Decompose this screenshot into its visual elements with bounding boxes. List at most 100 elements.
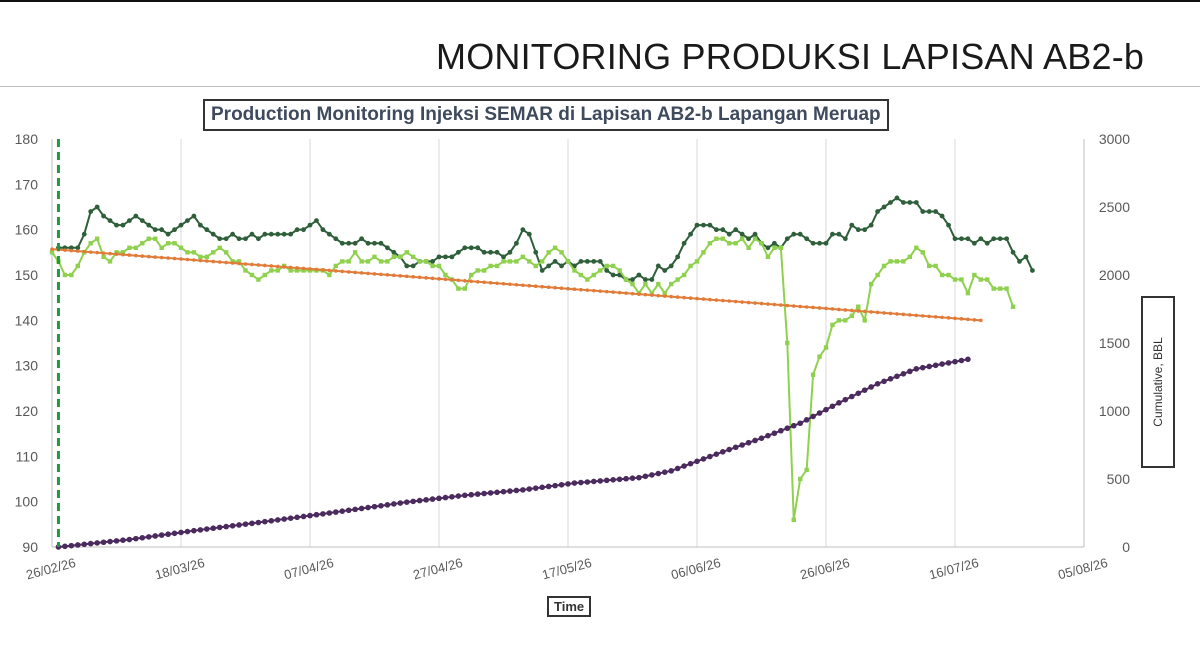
- series-2-point: [379, 272, 383, 277]
- series-2-point: [282, 265, 287, 269]
- series-1-point: [1004, 286, 1009, 291]
- series-2-point: [598, 289, 603, 293]
- series-1-point: [591, 272, 596, 278]
- series-0-point: [146, 222, 152, 228]
- series-0-point: [539, 268, 545, 273]
- y2-tick-label: 2500: [1099, 199, 1130, 215]
- series-3-point: [868, 384, 874, 390]
- series-2-point: [772, 302, 777, 307]
- series-2-point: [824, 306, 828, 311]
- series-0-point: [507, 249, 513, 255]
- series-1-point: [301, 268, 306, 273]
- series-2-point: [359, 271, 364, 275]
- series-3-point: [120, 537, 126, 543]
- series-1-point: [610, 263, 616, 269]
- series-0-point: [939, 213, 945, 219]
- series-3-point: [333, 509, 339, 515]
- series-2-point: [920, 314, 925, 318]
- series-0-point: [462, 245, 468, 251]
- series-3-point: [803, 417, 810, 423]
- series-2-point: [714, 298, 719, 302]
- series-2-point: [482, 280, 486, 285]
- series-2-point: [656, 293, 661, 298]
- series-1-point: [920, 250, 925, 255]
- series-3-point: [958, 357, 965, 364]
- series-1-point: [88, 241, 93, 246]
- series-0-point: [262, 231, 268, 237]
- series-1-point: [359, 259, 364, 264]
- series-1-point: [198, 254, 203, 260]
- series-1-point: [991, 286, 996, 291]
- series-3-point: [552, 482, 558, 489]
- series-3-point: [797, 420, 803, 427]
- series-3-point: [881, 378, 887, 385]
- series-0-point: [514, 240, 519, 246]
- series-3-point: [191, 527, 197, 534]
- series-2-point: [701, 297, 706, 301]
- series-2-point: [469, 279, 474, 284]
- series-2-point: [243, 262, 248, 266]
- series-2-point: [908, 313, 912, 317]
- series-0-point: [352, 240, 358, 246]
- series-2-point: [662, 294, 667, 298]
- series-3-point: [139, 534, 146, 541]
- series-0-point: [378, 240, 384, 246]
- series-2-point: [424, 276, 428, 280]
- series-3-point: [229, 522, 236, 529]
- series-1-point: [972, 272, 977, 278]
- series-2-point: [211, 259, 216, 264]
- series-1-point: [868, 281, 874, 287]
- series-0-point: [907, 200, 913, 205]
- series-2-point: [456, 278, 461, 283]
- series-0-point: [120, 222, 126, 228]
- series-1-point: [172, 241, 177, 246]
- series-0-point: [197, 222, 203, 228]
- series-1-point: [365, 259, 371, 264]
- series-1-point: [456, 286, 461, 291]
- series-1-point: [275, 268, 280, 273]
- series-0-point: [1030, 268, 1035, 273]
- series-0-point: [643, 277, 648, 282]
- series-2-point: [592, 288, 596, 293]
- series-3-point: [345, 507, 352, 514]
- series-2-point: [76, 249, 80, 253]
- series-2-point: [334, 269, 338, 273]
- series-0-point: [552, 259, 558, 264]
- series-3-point: [410, 498, 417, 505]
- series-0-point: [971, 240, 977, 246]
- series-2-point: [411, 275, 416, 279]
- series-2-point: [314, 267, 319, 272]
- series-0-point: [926, 209, 932, 214]
- series-1-point: [372, 254, 377, 260]
- series-0-point: [443, 254, 448, 260]
- series-0-point: [559, 263, 564, 269]
- series-2-point: [501, 281, 506, 286]
- series-1-point: [488, 263, 493, 269]
- series-3-point: [352, 506, 358, 513]
- series-2-point: [727, 299, 732, 303]
- series-0-point: [430, 259, 435, 264]
- series-2-point: [566, 286, 570, 291]
- series-1-point: [243, 268, 248, 273]
- x-tick-label: 17/05/26: [540, 555, 593, 583]
- series-3-point: [623, 475, 629, 482]
- series-2-point: [888, 311, 893, 316]
- series-0-point: [391, 249, 397, 255]
- series-2-point: [114, 252, 119, 256]
- series-1-point: [817, 354, 822, 359]
- series-0-point: [320, 227, 326, 233]
- series-2-point: [862, 309, 867, 314]
- series-3-point: [939, 361, 945, 367]
- series-0-point: [604, 268, 610, 273]
- series-1-point: [675, 277, 680, 282]
- series-2-point: [901, 312, 906, 317]
- series-2-point: [366, 271, 370, 276]
- series-1-point: [881, 263, 887, 269]
- series-1-point: [127, 245, 132, 250]
- series-1-point: [101, 254, 106, 260]
- series-3-point: [907, 368, 913, 375]
- series-1-point: [75, 263, 80, 269]
- series-2-point: [572, 287, 577, 291]
- series-0-point: [191, 213, 197, 219]
- series-1-point: [527, 259, 532, 264]
